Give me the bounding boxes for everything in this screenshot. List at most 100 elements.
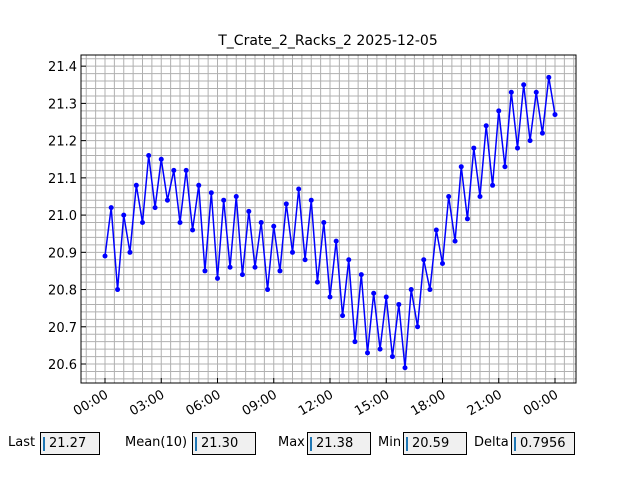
data-point xyxy=(527,138,533,144)
x-tick-label: 18:00 xyxy=(409,387,449,419)
data-point xyxy=(321,220,327,226)
data-point xyxy=(164,197,170,203)
data-point xyxy=(115,287,121,293)
y-tick-label: 21.4 xyxy=(48,60,77,75)
textbox-label: Min xyxy=(378,435,402,450)
data-point xyxy=(296,186,302,192)
data-point xyxy=(140,220,145,226)
data-point xyxy=(515,145,520,151)
data-point xyxy=(552,112,558,118)
data-point xyxy=(464,216,470,222)
data-point xyxy=(158,156,164,162)
data-point xyxy=(415,324,421,330)
x-tick-label: 21:00 xyxy=(465,387,505,419)
data-point xyxy=(121,212,127,218)
data-point xyxy=(352,339,358,345)
y-tick-label: 21.1 xyxy=(48,172,77,187)
data-point xyxy=(533,89,539,95)
data-point xyxy=(521,82,527,88)
data-point xyxy=(108,205,114,211)
data-point xyxy=(452,238,458,244)
y-tick-label: 20.8 xyxy=(48,284,77,299)
textbox[interactable]: 21.27 xyxy=(40,432,100,455)
data-point xyxy=(252,264,258,270)
data-point xyxy=(133,182,139,188)
data-point xyxy=(277,268,283,274)
data-point xyxy=(446,193,452,199)
data-point xyxy=(152,205,158,211)
data-point xyxy=(333,238,339,244)
data-point xyxy=(308,197,314,203)
data-point xyxy=(202,268,208,274)
data-point xyxy=(146,153,152,159)
data-point xyxy=(402,365,408,371)
data-point xyxy=(396,301,402,307)
x-tick-label: 00:00 xyxy=(521,387,561,419)
data-point xyxy=(127,249,133,255)
y-tick-label: 20.9 xyxy=(48,246,77,261)
data-point xyxy=(227,264,233,270)
textbox-label: Mean(10) xyxy=(125,435,188,450)
data-point xyxy=(383,294,389,300)
data-point xyxy=(377,346,383,352)
data-point xyxy=(265,287,271,293)
data-point xyxy=(358,272,364,278)
data-point xyxy=(102,253,108,259)
y-tick-label: 21.2 xyxy=(48,135,77,150)
x-tick-label: 12:00 xyxy=(296,387,336,419)
data-point xyxy=(196,182,202,188)
y-tick-label: 21.0 xyxy=(48,209,77,224)
data-point xyxy=(365,350,370,356)
data-point xyxy=(208,190,214,196)
x-tick-label: 06:00 xyxy=(184,387,224,419)
data-point xyxy=(496,108,502,114)
data-point xyxy=(239,272,245,278)
data-point xyxy=(483,123,489,129)
x-tick-label: 00:00 xyxy=(71,387,111,419)
data-point xyxy=(389,354,395,360)
textbox[interactable]: 21.38 xyxy=(307,432,371,455)
data-point xyxy=(421,257,427,263)
data-point xyxy=(314,279,320,285)
y-tick-label: 21.3 xyxy=(48,97,77,112)
textbox-label: Max xyxy=(278,435,305,450)
data-point xyxy=(371,290,377,296)
y-tick-label: 20.6 xyxy=(48,358,77,373)
x-tick-label: 03:00 xyxy=(127,387,167,419)
data-point xyxy=(258,220,264,226)
data-point xyxy=(246,208,252,214)
data-point xyxy=(508,89,514,95)
data-point xyxy=(283,201,289,207)
textbox-label: Delta xyxy=(474,435,509,450)
data-point xyxy=(440,260,445,266)
data-point xyxy=(471,145,477,151)
data-point xyxy=(490,182,496,188)
data-point xyxy=(427,287,433,293)
data-point xyxy=(171,167,177,173)
data-point xyxy=(433,227,439,233)
data-point xyxy=(346,257,352,263)
data-point xyxy=(408,287,414,293)
data-point xyxy=(271,223,277,229)
data-point xyxy=(458,164,464,170)
data-point xyxy=(290,249,295,255)
chart: T_Crate_2_Racks_2 2025-12-05 20.6 20.7 20.… xyxy=(48,33,577,419)
plot-frame xyxy=(80,54,577,384)
x-tick-label: 09:00 xyxy=(240,387,280,419)
data-point xyxy=(221,197,227,203)
data-point xyxy=(327,294,333,300)
textbox-label: Last xyxy=(8,435,36,450)
data-point xyxy=(183,167,189,173)
data-point xyxy=(302,257,308,263)
textbox[interactable]: 0.7956 xyxy=(511,432,575,455)
y-tick-label: 20.7 xyxy=(48,321,77,336)
textbox[interactable]: 21.30 xyxy=(192,432,256,455)
data-point xyxy=(340,313,346,319)
data-point xyxy=(539,130,545,136)
data-point xyxy=(477,193,483,199)
data-point xyxy=(215,275,220,281)
data-point xyxy=(177,220,183,226)
data-point xyxy=(233,193,239,199)
textbox[interactable]: 20.59 xyxy=(403,432,467,455)
